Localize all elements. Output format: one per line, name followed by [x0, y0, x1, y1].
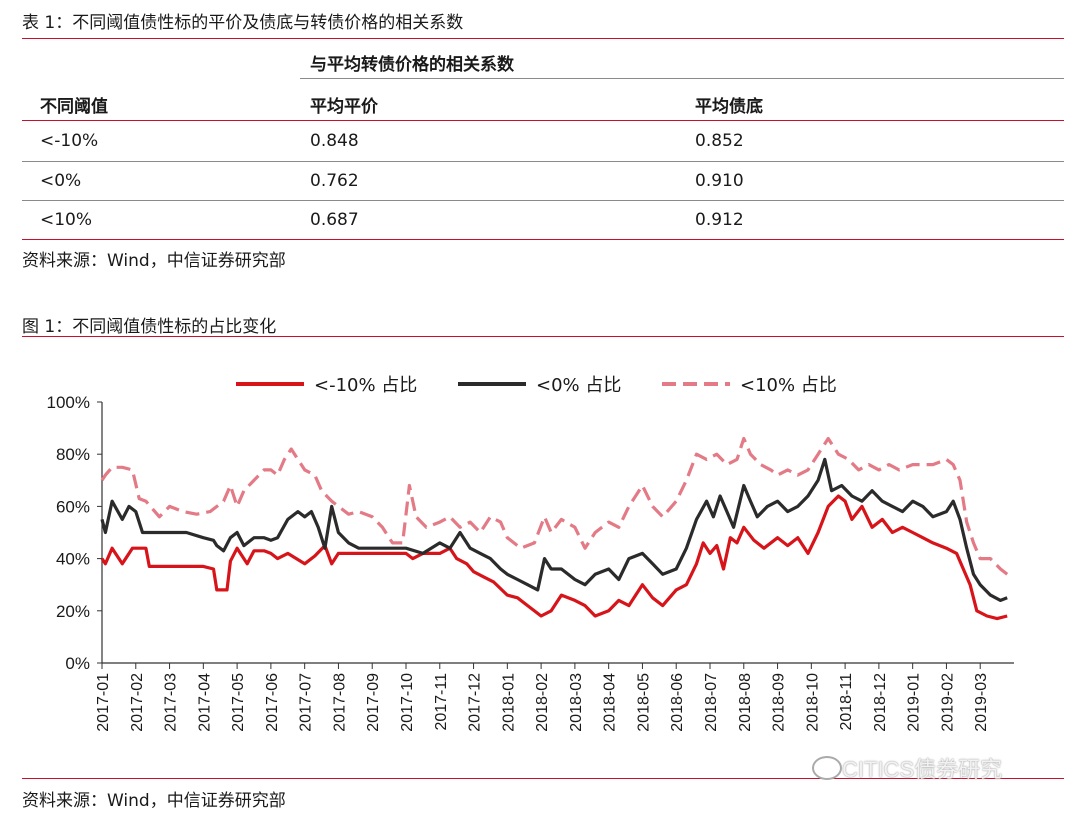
- figure-source-note: 资料来源：Wind，中信证券研究部: [22, 791, 286, 811]
- column-header-threshold: 不同阈值: [40, 97, 108, 117]
- table-row: 0.687: [310, 210, 359, 230]
- x-tick-label: 2018-05: [635, 673, 652, 732]
- table-row: 0.848: [310, 131, 359, 151]
- table-bottom-rule: [22, 239, 1064, 240]
- x-tick-label: 2017-08: [331, 673, 348, 732]
- wechat-icon: [812, 756, 842, 780]
- table-source-note: 资料来源：Wind，中信证券研究部: [22, 251, 286, 271]
- x-tick-label: 2019-02: [939, 673, 956, 732]
- table-row: 0.852: [695, 131, 744, 151]
- table-row: <0%: [40, 171, 82, 191]
- series-line-2: [100, 436, 1009, 576]
- figure-bottom-rule: [22, 778, 1064, 779]
- x-tick-label: 2018-12: [872, 673, 889, 732]
- x-tick-label: 2019-03: [973, 673, 990, 732]
- series-line-1: [100, 457, 1008, 602]
- line-chart: 0% 20% 40% 60% 80% 100% 2017-01 2017-02 2017-03 2…: [47, 375, 1014, 732]
- table-row: 0.762: [310, 171, 359, 191]
- table-top-rule: [22, 38, 1064, 39]
- y-tick-label: 40%: [56, 550, 90, 569]
- y-tick-label: 100%: [47, 393, 90, 412]
- y-tick-label: 80%: [56, 445, 90, 464]
- x-tick-label: 2017-06: [264, 673, 281, 732]
- legend-label: <0% 占比: [536, 375, 621, 396]
- x-tick-label: 2018-04: [602, 673, 619, 732]
- x-tick-label: 2018-10: [804, 673, 821, 732]
- group-header-rule: [300, 78, 1064, 79]
- x-tick-label: 2017-01: [95, 673, 112, 732]
- table-row: <-10%: [40, 131, 99, 151]
- y-tick-label: 20%: [56, 602, 90, 621]
- x-tick-label: 2018-02: [534, 673, 551, 732]
- table-row: 0.910: [695, 171, 744, 191]
- x-tick-label: 2017-09: [365, 673, 382, 732]
- x-tick-label: 2017-02: [129, 673, 146, 732]
- table-row: 0.912: [695, 210, 744, 230]
- table-caption: 表 1：不同阈值债性标的平价及债底与转债价格的相关系数: [22, 13, 464, 33]
- x-tick-label: 2018-11: [838, 673, 855, 731]
- x-tick-label: 2018-07: [703, 673, 720, 732]
- x-tick-label: 2017-05: [230, 673, 247, 732]
- x-tick-label: 2017-10: [399, 673, 416, 732]
- column-header-avg-parity: 平均平价: [310, 97, 378, 117]
- x-tick-label: 2017-12: [467, 673, 484, 732]
- legend-label: <-10% 占比: [314, 375, 417, 396]
- row-rule: [22, 161, 1064, 162]
- table-row: <10%: [40, 210, 93, 230]
- row-rule: [22, 200, 1064, 201]
- table-group-header: 与平均转债价格的相关系数: [310, 55, 514, 75]
- y-tick-label: 60%: [56, 497, 90, 516]
- x-tick-label: 2017-11: [433, 673, 450, 731]
- column-header-avg-bond-floor: 平均债底: [695, 97, 763, 117]
- legend-label: <10% 占比: [740, 375, 837, 396]
- figure-top-rule: [22, 336, 1064, 337]
- x-tick-label: 2017-07: [298, 673, 315, 732]
- x-tick-label: 2018-06: [669, 673, 686, 732]
- x-tick-label: 2018-01: [500, 673, 517, 732]
- figure-caption: 图 1：不同阈值债性标的占比变化: [22, 317, 277, 337]
- x-tick-label: 2017-03: [163, 673, 180, 732]
- watermark: CITICS债券研究: [842, 757, 1003, 782]
- header-rule: [22, 120, 1064, 121]
- series-line-0: [100, 494, 1008, 621]
- y-tick-label: 0%: [65, 654, 90, 673]
- x-tick-label: 2018-03: [568, 673, 585, 732]
- x-tick-label: 2019-01: [906, 673, 923, 732]
- x-tick-label: 2018-08: [737, 673, 754, 732]
- x-tick-label: 2017-04: [196, 673, 213, 732]
- x-tick-label: 2018-09: [771, 673, 788, 732]
